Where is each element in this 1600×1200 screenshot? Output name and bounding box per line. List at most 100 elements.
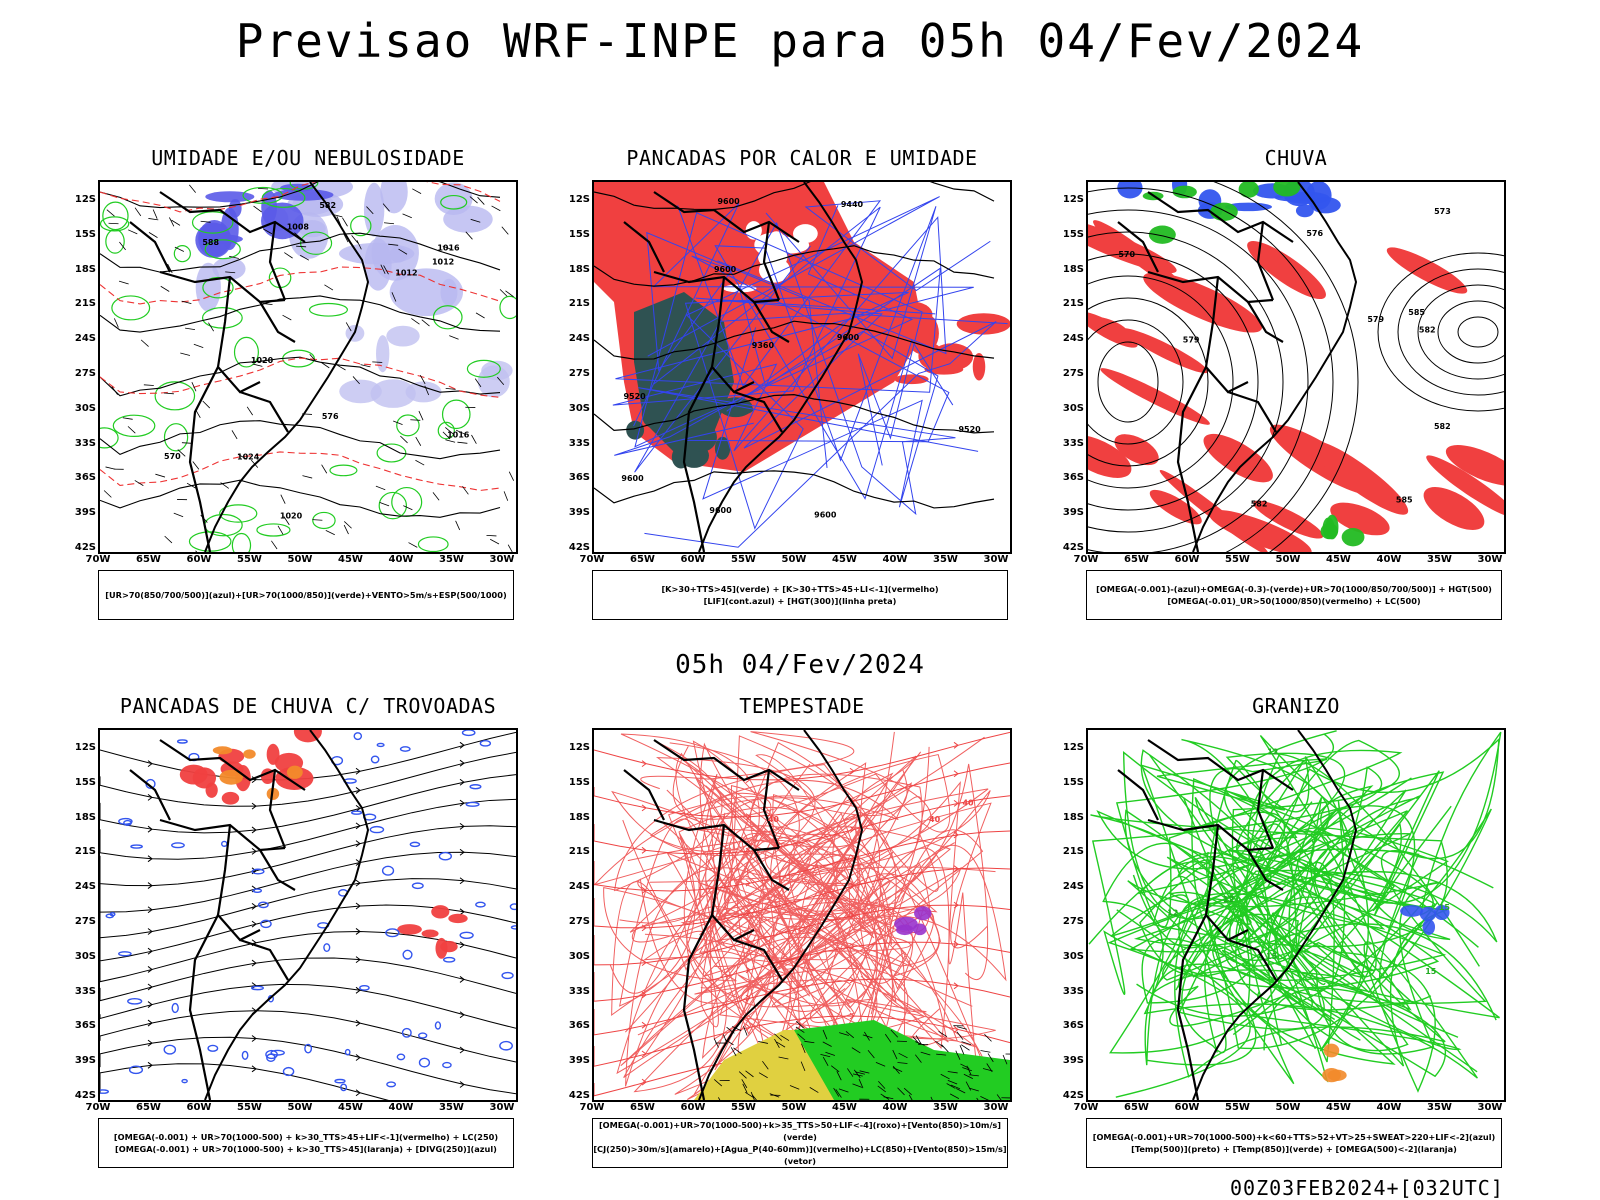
contour-label: 1012 [432, 257, 454, 266]
wind-vector [411, 318, 420, 325]
humidity-contour [417, 536, 449, 552]
rain-area [1149, 489, 1202, 525]
wind-vector [382, 203, 390, 212]
legend-chuva: [OMEGA(-0.001)-(azul)+OMEGA(-0.3)-(verde… [1086, 570, 1502, 620]
flow-arrow [745, 813, 751, 821]
flow-arrow [355, 1089, 361, 1097]
wind-vector [208, 322, 214, 332]
wind-vector [388, 243, 399, 246]
shaded-area [364, 238, 392, 291]
wind-vector [345, 322, 352, 332]
precipitable-water-contour [692, 740, 996, 1040]
temp850-contour [1091, 766, 1440, 1045]
wind-vector [947, 1071, 958, 1074]
flow-arrow [953, 741, 959, 749]
flow-arrow [251, 802, 257, 810]
wind-vector [878, 1080, 886, 1089]
longitude-label: 55W [731, 554, 756, 565]
divergence-contour [282, 1066, 295, 1077]
wind-vector [324, 284, 334, 291]
divergence-contour [127, 997, 143, 1005]
contour-line [100, 451, 501, 492]
wind-vector [730, 1047, 737, 1057]
wind-vector [920, 1051, 931, 1056]
wind-vector [442, 245, 453, 250]
divergence-contour [181, 1078, 188, 1084]
flow-arrow [459, 741, 465, 749]
longitude-label: 45W [1326, 554, 1351, 565]
contour-line [100, 479, 501, 518]
humidity-contour [312, 511, 336, 530]
wind-vector [238, 454, 248, 460]
country-border [188, 914, 219, 1100]
lif-contour [634, 205, 923, 466]
divergence-contour [344, 1048, 351, 1056]
humidity-contour [308, 302, 348, 317]
divergence-contour [260, 919, 272, 929]
country-border [682, 914, 713, 1100]
contour-label: 40 [768, 815, 780, 824]
wind-vector [852, 1073, 863, 1077]
longitude-label: 70W [1073, 1102, 1099, 1113]
divergence-contour [323, 943, 331, 953]
legend-line: [OMEGA(-0.001)+UR>70(1000-500)+k>35_TTS>… [598, 1120, 1002, 1142]
humidity-contour [233, 336, 259, 368]
humidity-contour [112, 414, 156, 437]
humidity-contour [329, 464, 358, 477]
map-umidade[interactable]: 1012 1016 1016 1020 1024 1008 1012 1020 570 576 58… [98, 180, 518, 554]
wind-vector [344, 521, 352, 529]
wind-vector [173, 512, 184, 518]
flow-arrow [641, 760, 647, 768]
longitude-label: 35W [439, 1102, 464, 1113]
panel-title: UMIDADE E/OU NEBULOSIDADE [151, 146, 465, 170]
humidity-contour [219, 504, 258, 523]
humidity-contour [163, 423, 189, 452]
wind-vector [830, 1065, 840, 1073]
wind-vector [852, 1083, 863, 1088]
wind-vector [475, 312, 485, 319]
longitude-label: 30W [489, 1102, 515, 1113]
wind-vector [960, 1044, 970, 1051]
legend-line: [OMEGA(-0.001)+UR>70(1000-500)+k<60+TTS>… [1092, 1132, 1496, 1142]
flow-arrow [953, 982, 959, 990]
longitude-label: 50W [1275, 554, 1301, 565]
wind-vector [103, 490, 112, 498]
humidity-contour [111, 295, 151, 321]
wind-vector [491, 205, 501, 212]
country-border [1247, 301, 1284, 343]
streamline [100, 825, 516, 887]
map-pancadas-calor[interactable]: 9600 9600 9600 9600 9600 9600 9520 9520 9440 9360 [592, 180, 1012, 554]
flow-arrow [147, 947, 153, 955]
map-tempestade[interactable]: 40 40 40 [592, 728, 1012, 1102]
wind-vector [282, 314, 292, 321]
shaded-area [298, 220, 326, 238]
wind-vector [833, 1087, 840, 1097]
precipitable-water-contour [675, 752, 949, 1043]
map-pancadas-trovoadas[interactable] [98, 728, 518, 1102]
geopotential-contour [1437, 300, 1504, 364]
map-chuva[interactable]: 582 585 585 582 579 576 573 570 582 579 [1086, 180, 1506, 554]
longitude-label: 60W [680, 554, 706, 565]
humidity-contour [100, 216, 130, 232]
streamline [100, 983, 516, 1029]
wind-vector [503, 491, 509, 501]
map-granizo[interactable]: 15 15 12 12 15 12 [1086, 728, 1506, 1102]
wind-vector [134, 207, 142, 217]
latitude-label: 42S [568, 1090, 590, 1101]
divergence-contour [350, 810, 363, 815]
latitude-label: 27S [568, 916, 590, 927]
shaded-area [1322, 1068, 1341, 1083]
flow-arrow [745, 994, 751, 1002]
longitude-label: 40W [882, 1102, 908, 1113]
panel-title: PANCADAS POR CALOR E UMIDADE [626, 146, 978, 170]
shaded-area [221, 791, 240, 805]
shaded-area [1400, 905, 1424, 917]
wind-vector [171, 219, 181, 226]
shaded-area [443, 205, 493, 233]
latitude-label: 36S [568, 1020, 590, 1032]
contour-label: 15 [1425, 967, 1437, 976]
wind-vector [867, 1050, 875, 1059]
rain-area [1088, 434, 1132, 478]
flow-arrow [355, 928, 361, 935]
panel-title: CHUVA [1264, 146, 1328, 170]
